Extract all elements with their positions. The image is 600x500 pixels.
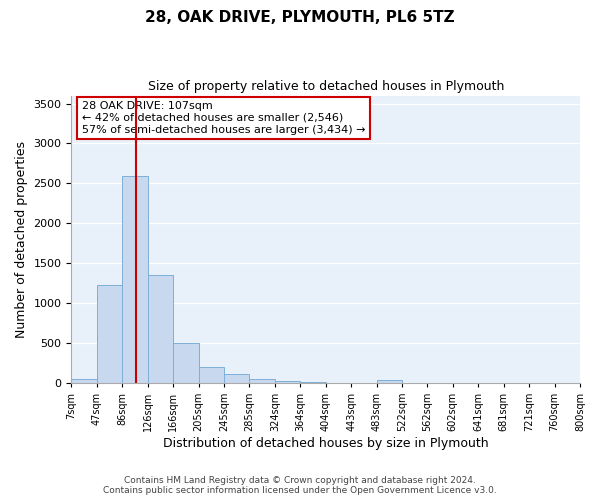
Bar bbox=[199, 367, 224, 383]
Text: 28, OAK DRIVE, PLYMOUTH, PL6 5TZ: 28, OAK DRIVE, PLYMOUTH, PL6 5TZ bbox=[145, 10, 455, 25]
Bar bbox=[250, 379, 275, 383]
Y-axis label: Number of detached properties: Number of detached properties bbox=[15, 140, 28, 338]
Bar bbox=[122, 176, 148, 383]
Text: Contains HM Land Registry data © Crown copyright and database right 2024.
Contai: Contains HM Land Registry data © Crown c… bbox=[103, 476, 497, 495]
X-axis label: Distribution of detached houses by size in Plymouth: Distribution of detached houses by size … bbox=[163, 437, 488, 450]
Title: Size of property relative to detached houses in Plymouth: Size of property relative to detached ho… bbox=[148, 80, 504, 93]
Bar bbox=[173, 343, 199, 383]
Bar bbox=[300, 382, 326, 383]
Bar bbox=[97, 284, 122, 383]
Bar bbox=[71, 379, 97, 383]
Bar bbox=[224, 374, 250, 383]
Bar bbox=[275, 380, 300, 383]
Bar bbox=[148, 275, 173, 383]
Bar bbox=[377, 380, 402, 383]
Text: 28 OAK DRIVE: 107sqm
← 42% of detached houses are smaller (2,546)
57% of semi-de: 28 OAK DRIVE: 107sqm ← 42% of detached h… bbox=[82, 102, 365, 134]
